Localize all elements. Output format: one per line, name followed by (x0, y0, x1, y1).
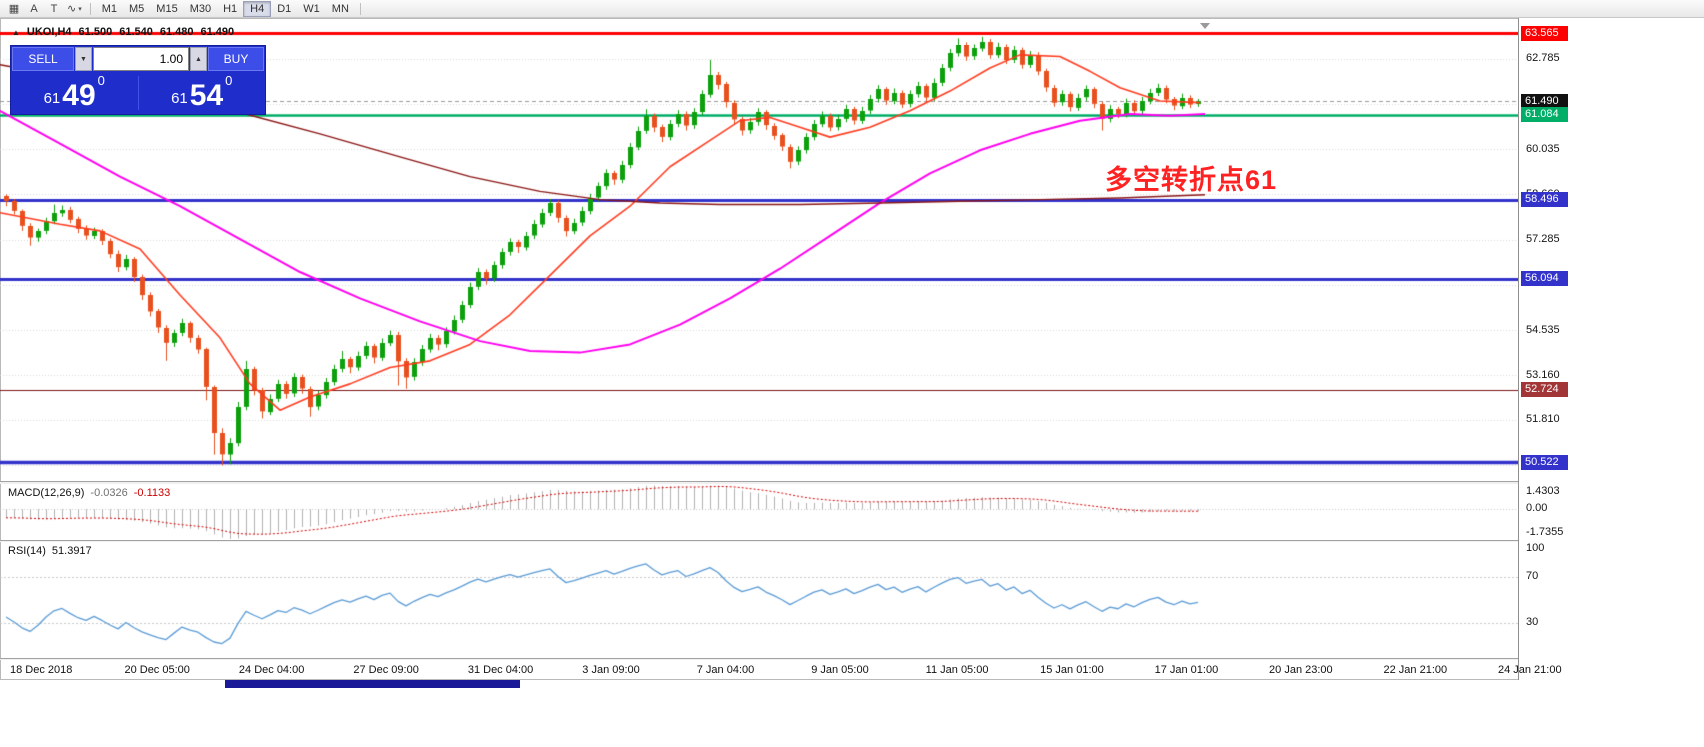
price-axis-label: 53.160 (1526, 368, 1560, 381)
time-axis-label: 20 Jan 23:00 (1269, 664, 1333, 676)
time-axis-label: 3 Jan 09:00 (582, 664, 640, 676)
time-axis-label: 11 Jan 05:00 (925, 664, 989, 676)
chart-window: ▲ UKOI,H4 61.500 61.540 61.480 61.490 SE… (0, 18, 1704, 680)
timeframe-h1[interactable]: H1 (223, 2, 238, 15)
pointer-grid-icon[interactable]: ▦ (8, 3, 20, 15)
time-axis-separator (0, 658, 1704, 660)
timeframe-h4[interactable]: H4 (243, 0, 272, 17)
time-axis-label: 15 Jan 01:00 (1040, 664, 1104, 676)
one-click-trading-panel: SELL ▼ ▲ BUY 61 49 0 61 54 0 (10, 45, 266, 115)
timeframe-mn[interactable]: MN (331, 2, 349, 15)
chart-toolbar: ▦ A T ∿ ▾ M1 M5 M15 M30 H1 H4 D1 W1 MN (0, 0, 1704, 18)
time-axis-label: 20 Dec 05:00 (124, 664, 190, 676)
price-axis-label: 60.035 (1526, 142, 1560, 155)
price-axis-label: 54.535 (1526, 323, 1560, 336)
sell-price-main: 61 (43, 90, 61, 107)
desktop-below-chart (0, 680, 1704, 747)
volume-input[interactable] (93, 47, 189, 71)
time-axis[interactable]: 18 Dec 2018 20 Dec 05:00 24 Dec 04:00 27 De… (0, 660, 1704, 680)
price-axis-border (1518, 18, 1519, 680)
quote-high: 61.540 (119, 26, 153, 38)
chart-annotation-text[interactable]: 多空转折点61 (1105, 165, 1278, 195)
time-axis-label: 22 Jan 21:00 (1383, 664, 1448, 676)
timeframe-m15[interactable]: M15 (156, 2, 178, 15)
toolbar-separator (89, 2, 91, 15)
resistance-price-tag: 63.565 (1521, 25, 1568, 41)
macd-axis-label: 0.00 (1526, 502, 1548, 515)
symbol-name: UKOI,H4 (26, 26, 72, 38)
timeframe-m30[interactable]: M30 (189, 2, 212, 15)
time-axis-label: 24 Jan 21:00 (1497, 664, 1562, 676)
rsi-name: RSI(14) (8, 545, 46, 557)
quote-open: 61.500 (78, 26, 113, 38)
macd-axis-label: -1.7355 (1526, 526, 1564, 538)
rsi-value: 51.3917 (51, 545, 92, 557)
blue-level-tag-3: 50.522 (1521, 454, 1568, 470)
rsi-axis-label: 100 (1526, 542, 1545, 554)
macd-name: MACD(12,26,9) (8, 487, 85, 499)
volume-dropdown-button[interactable]: ▼ (75, 47, 92, 71)
macd-panel-separator[interactable] (0, 481, 1704, 484)
buy-price-main: 61 (171, 90, 188, 107)
macd-main-value: -0.0326 (90, 487, 128, 499)
macd-axis-label: 1.4303 (1526, 485, 1560, 497)
time-axis-label: 31 Dec 04:00 (467, 664, 534, 676)
macd-panel-canvas[interactable] (0, 484, 1518, 540)
macd-signal-value: -0.1133 (133, 487, 171, 499)
blue-level-tag-2: 56.094 (1521, 271, 1568, 287)
text-box-icon[interactable]: T (50, 2, 58, 15)
buy-price-big: 54 (189, 79, 224, 112)
rsi-panel-separator[interactable] (0, 540, 1704, 542)
text-label-icon[interactable]: A (30, 2, 38, 15)
rsi-indicator-label: RSI(14) 51.3917 (8, 545, 92, 557)
sell-button[interactable]: SELL (12, 47, 74, 71)
quote-close: 61.490 (200, 26, 235, 38)
rsi-axis-label: 70 (1526, 569, 1539, 582)
green-level-tag: 61.084 (1521, 107, 1568, 123)
price-axis[interactable]: 62.78560.03558.66057.28554.53553.16051.8… (1519, 18, 1704, 680)
rsi-panel-canvas[interactable] (0, 542, 1518, 658)
buy-button[interactable]: BUY (208, 47, 264, 71)
sell-price-pip: 0 (97, 73, 105, 88)
maroon-level-tag: 52.724 (1521, 382, 1568, 398)
timeframe-m5[interactable]: M5 (129, 2, 145, 15)
price-axis-label: 57.285 (1526, 233, 1560, 246)
time-axis-label: 7 Jan 04:00 (696, 664, 755, 676)
chart-shift-marker (1200, 23, 1210, 29)
shapes-dropdown-icon[interactable]: ∿ ▾ (67, 3, 82, 15)
price-axis-label: 51.810 (1526, 413, 1560, 426)
toolbar-separator (359, 2, 361, 15)
sell-price-display[interactable]: 61 49 0 (11, 72, 138, 114)
buy-price-display[interactable]: 61 54 0 (139, 72, 266, 114)
volume-up-button[interactable]: ▲ (190, 47, 207, 71)
quote-low: 61.480 (159, 26, 194, 38)
time-axis-label: 9 Jan 05:00 (811, 664, 869, 676)
timeframe-d1[interactable]: D1 (277, 2, 292, 15)
macd-indicator-label: MACD(12,26,9) -0.0326 -0.1133 (8, 487, 170, 499)
price-divider (137, 76, 139, 110)
symbol-quote-header: ▲ UKOI,H4 61.500 61.540 61.480 61.490 (12, 26, 234, 38)
sell-price-big: 49 (62, 79, 96, 112)
timeframe-w1[interactable]: W1 (303, 2, 320, 15)
blue-level-tag-1: 58.496 (1521, 192, 1568, 208)
time-axis-label: 18 Dec 2018 (10, 664, 73, 676)
time-axis-label: 27 Dec 09:00 (353, 664, 419, 676)
price-axis-label: 62.785 (1526, 52, 1560, 65)
direction-arrow-icon: ▲ (12, 27, 20, 37)
background-window-fragment (225, 680, 520, 688)
buy-price-pip: 0 (225, 73, 233, 88)
time-axis-label: 24 Dec 04:00 (238, 664, 305, 676)
timeframe-m1[interactable]: M1 (101, 2, 118, 15)
time-axis-label: 17 Jan 01:00 (1154, 664, 1219, 676)
current-price-tag: 61.490 (1521, 93, 1568, 109)
rsi-axis-label: 30 (1526, 616, 1539, 629)
